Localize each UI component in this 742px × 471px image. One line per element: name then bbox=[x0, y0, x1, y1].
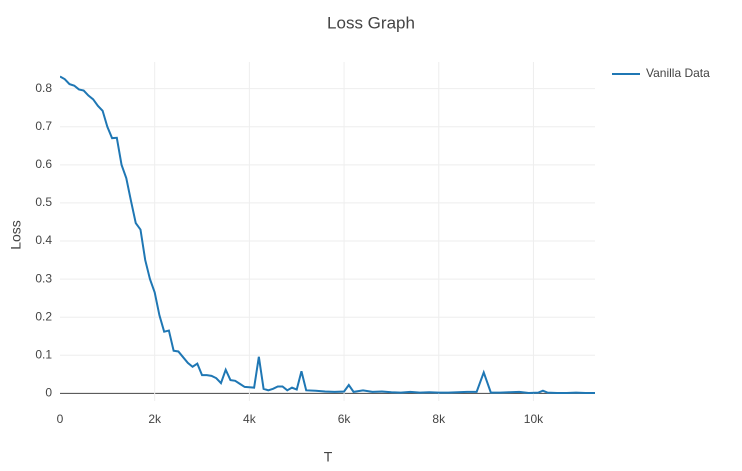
y-tick-label: 0.8 bbox=[35, 81, 52, 95]
y-tick-label: 0.1 bbox=[35, 347, 52, 361]
y-tick-label: 0 bbox=[45, 386, 52, 400]
chart-title: Loss Graph bbox=[327, 13, 415, 32]
y-tick-label: 0.3 bbox=[35, 271, 52, 285]
x-axis-title: T bbox=[324, 449, 333, 465]
x-tick-label: 0 bbox=[57, 412, 64, 426]
x-tick-label: 6k bbox=[338, 412, 352, 426]
legend-label: Vanilla Data bbox=[646, 66, 710, 80]
data-line bbox=[60, 75, 595, 395]
x-tick-label: 2k bbox=[148, 412, 162, 426]
y-tick-label: 0.2 bbox=[35, 309, 52, 323]
x-tick-label: 10k bbox=[524, 412, 544, 426]
y-axis-title: Loss bbox=[8, 220, 24, 250]
y-tick-label: 0.7 bbox=[35, 119, 52, 133]
y-tick-label: 0.5 bbox=[35, 195, 52, 209]
x-tick-label: 8k bbox=[432, 412, 446, 426]
y-tick-label: 0.4 bbox=[35, 233, 52, 247]
x-tick-label: 4k bbox=[243, 412, 257, 426]
y-tick-label: 0.6 bbox=[35, 157, 52, 171]
